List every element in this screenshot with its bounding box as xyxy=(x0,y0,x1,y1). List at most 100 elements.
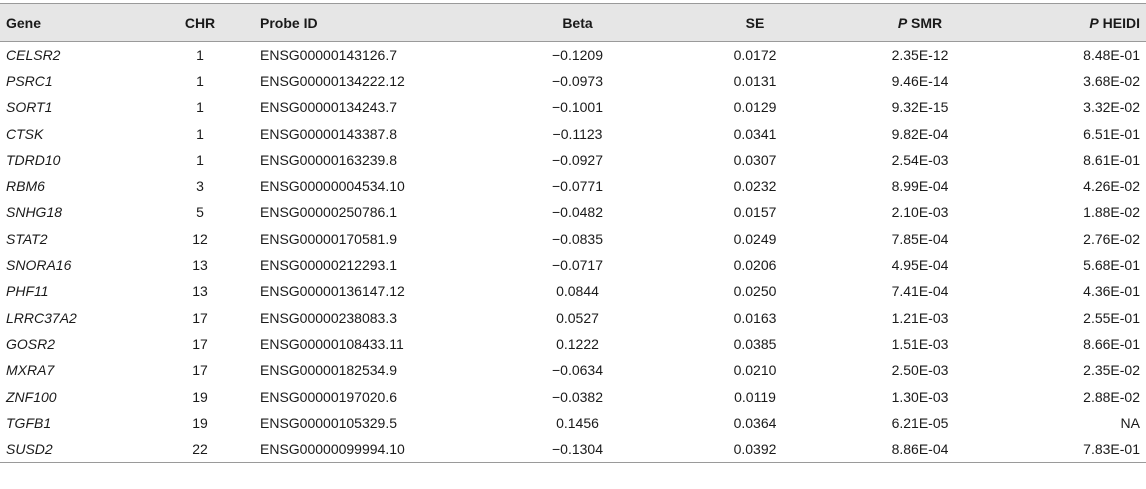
cell-gene: GOSR2 xyxy=(6,335,56,352)
cell-beta: 0.1222 xyxy=(556,335,599,352)
table-row: SNORA16 13 ENSG00000212293.1 −0.0717 0.0206 4… xyxy=(0,252,1146,278)
cell-p-smr: 8.99E-04 xyxy=(891,178,949,195)
table-row: TDRD10 1 ENSG00000163239.8 −0.0927 0.0307 2.5… xyxy=(0,147,1146,173)
cell-se: 0.0206 xyxy=(733,257,777,274)
cell-chr: 12 xyxy=(192,230,208,247)
cell-se: 0.0249 xyxy=(733,230,777,247)
cell-probe-id: ENSG00000170581.9 xyxy=(260,230,397,247)
cell-p-smr: 2.35E-12 xyxy=(891,46,949,63)
cell-probe-id: ENSG00000099994.10 xyxy=(260,440,405,457)
cell-probe-id: ENSG00000108433.11 xyxy=(260,335,404,352)
cell-chr: 3 xyxy=(196,178,204,195)
cell-gene: LRRC37A2 xyxy=(6,309,77,326)
cell-chr: 1 xyxy=(196,99,204,116)
table-body: CELSR2 1 ENSG00000143126.7 −0.1209 0.0172 2.3… xyxy=(0,42,1146,463)
cell-p-smr: 6.21E-05 xyxy=(891,414,949,431)
cell-beta: −0.0382 xyxy=(552,388,603,405)
cell-gene: TGFB1 xyxy=(6,414,52,431)
cell-chr: 17 xyxy=(192,362,208,379)
cell-beta: −0.0717 xyxy=(552,257,603,274)
cell-p-smr: 1.51E-03 xyxy=(891,335,949,352)
cell-p-smr: 2.54E-03 xyxy=(891,151,949,168)
table-row: TGFB1 19 ENSG00000105329.5 0.1456 0.0364 6.21… xyxy=(0,410,1146,436)
table-row: SORT1 1 ENSG00000134243.7 −0.1001 0.0129 9.32… xyxy=(0,94,1146,120)
cell-p-smr: 8.86E-04 xyxy=(891,440,949,457)
cell-p-smr: 9.32E-15 xyxy=(891,99,949,116)
table-row: PSRC1 1 ENSG00000134222.12 −0.0973 0.0131 9.4… xyxy=(0,68,1146,94)
cell-se: 0.0307 xyxy=(733,151,777,168)
cell-probe-id: ENSG00000238083.3 xyxy=(260,309,397,326)
cell-beta: −0.1304 xyxy=(552,440,603,457)
cell-gene: RBM6 xyxy=(6,178,45,195)
cell-probe-id: ENSG00000250786.1 xyxy=(260,204,397,221)
cell-probe-id: ENSG00000136147.12 xyxy=(260,283,405,300)
cell-p-smr: 7.85E-04 xyxy=(891,230,949,247)
table-row: CTSK 1 ENSG00000143387.8 −0.1123 0.0341 9.82E… xyxy=(0,120,1146,146)
cell-p-heidi: 1.88E-02 xyxy=(1083,204,1140,221)
header-p-smr-label: SMR xyxy=(907,14,943,31)
cell-gene: CELSR2 xyxy=(6,46,61,63)
cell-probe-id: ENSG00000134222.12 xyxy=(260,72,405,89)
header-chr: CHR xyxy=(184,14,216,31)
cell-probe-id: ENSG00000197020.6 xyxy=(260,388,397,405)
table-row: STAT2 12 ENSG00000170581.9 −0.0835 0.0249 7.8… xyxy=(0,226,1146,252)
cell-p-heidi: 7.83E-01 xyxy=(1083,440,1140,457)
cell-se: 0.0129 xyxy=(733,99,777,116)
cell-se: 0.0250 xyxy=(733,283,777,300)
cell-gene: TDRD10 xyxy=(6,151,61,168)
cell-probe-id: ENSG00000143126.7 xyxy=(260,46,397,63)
cell-probe-id: ENSG00000105329.5 xyxy=(260,414,397,431)
cell-gene: SNHG18 xyxy=(6,204,63,221)
cell-beta: −0.0927 xyxy=(552,151,603,168)
table-header: Gene CHR Probe ID Beta SE P SMR P HEIDI xyxy=(0,3,1146,42)
cell-probe-id: ENSG00000182534.9 xyxy=(260,362,397,379)
cell-se: 0.0157 xyxy=(733,204,777,221)
cell-beta: −0.0634 xyxy=(552,362,603,379)
table-row: GOSR2 17 ENSG00000108433.11 0.1222 0.0385 1.5… xyxy=(0,331,1146,357)
cell-se: 0.0172 xyxy=(733,46,777,63)
cell-chr: 13 xyxy=(192,257,208,274)
cell-p-heidi: 3.32E-02 xyxy=(1083,99,1140,116)
header-row: Gene CHR Probe ID Beta SE P SMR P HEIDI xyxy=(0,3,1146,42)
header-gene: Gene xyxy=(6,14,42,31)
cell-p-heidi: 2.35E-02 xyxy=(1083,362,1140,379)
cell-p-smr: 4.95E-04 xyxy=(891,257,949,274)
cell-chr: 13 xyxy=(192,283,208,300)
cell-p-heidi: 8.61E-01 xyxy=(1083,151,1140,168)
cell-gene: SORT1 xyxy=(6,99,53,116)
cell-probe-id: ENSG00000163239.8 xyxy=(260,151,397,168)
table-row: SUSD2 22 ENSG00000099994.10 −0.1304 0.0392 8.… xyxy=(0,436,1146,463)
cell-p-smr: 1.21E-03 xyxy=(891,309,949,326)
cell-beta: −0.0482 xyxy=(552,204,603,221)
cell-chr: 1 xyxy=(196,151,204,168)
cell-se: 0.0385 xyxy=(733,335,777,352)
cell-probe-id: ENSG00000143387.8 xyxy=(260,125,397,142)
cell-p-heidi: 2.76E-02 xyxy=(1083,230,1140,247)
cell-chr: 19 xyxy=(192,388,208,405)
cell-p-heidi: 3.68E-02 xyxy=(1083,72,1140,89)
header-p-smr: P SMR xyxy=(835,4,1005,42)
cell-p-smr: 2.10E-03 xyxy=(891,204,949,221)
cell-probe-id: ENSG00000134243.7 xyxy=(260,99,397,116)
cell-se: 0.0364 xyxy=(733,414,777,431)
cell-beta: 0.1456 xyxy=(556,414,599,431)
cell-p-heidi: 4.36E-01 xyxy=(1083,283,1140,300)
cell-chr: 1 xyxy=(196,46,204,63)
header-p-heidi-p: P xyxy=(1089,14,1099,31)
table-row: SNHG18 5 ENSG00000250786.1 −0.0482 0.0157 2.1… xyxy=(0,199,1146,225)
header-probe-id: Probe ID xyxy=(260,14,318,31)
cell-chr: 17 xyxy=(192,309,208,326)
cell-se: 0.0163 xyxy=(733,309,777,326)
cell-beta: 0.0844 xyxy=(556,283,599,300)
cell-p-smr: 9.82E-04 xyxy=(891,125,949,142)
cell-gene: MXRA7 xyxy=(6,362,55,379)
cell-gene: PSRC1 xyxy=(6,72,53,89)
header-p-heidi: P HEIDI xyxy=(1005,4,1146,42)
cell-beta: 0.0527 xyxy=(556,309,599,326)
cell-chr: 5 xyxy=(196,204,204,221)
table-row: CELSR2 1 ENSG00000143126.7 −0.1209 0.0172 2.3… xyxy=(0,42,1146,68)
cell-p-heidi: 2.88E-02 xyxy=(1083,388,1140,405)
cell-probe-id: ENSG00000004534.10 xyxy=(260,178,405,195)
cell-p-smr: 1.30E-03 xyxy=(891,388,949,405)
table-row: MXRA7 17 ENSG00000182534.9 −0.0634 0.0210 2.5… xyxy=(0,357,1146,383)
